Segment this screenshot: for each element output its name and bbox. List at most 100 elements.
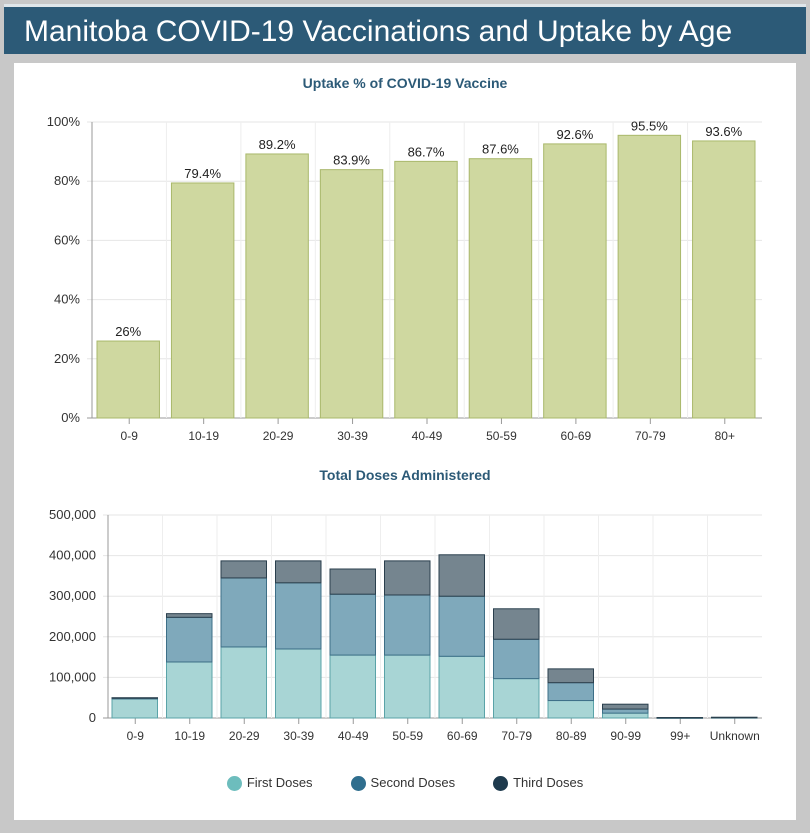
bar-segment-second-doses [711, 716, 758, 719]
bar-segment-second-doses [602, 708, 649, 714]
y-tick-label: 20% [54, 351, 80, 366]
x-tick-label: 40-49 [412, 429, 443, 443]
legend-label: Second Doses [370, 775, 456, 790]
bar-segment-second-doses [547, 682, 594, 702]
bar-10-19 [170, 182, 235, 419]
x-tick-label: 30-39 [283, 729, 314, 743]
legend-dot-icon [350, 776, 366, 792]
x-tick-label: 70-79 [501, 729, 532, 743]
y-tick-label: 40% [54, 292, 80, 307]
data-label: 79.4% [184, 166, 221, 181]
bar-segment-first-doses [711, 717, 758, 719]
bar-segment-third-doses [220, 560, 267, 579]
y-tick-label: 100,000 [49, 669, 96, 684]
bar-segment-second-doses [438, 595, 485, 657]
x-tick-label: 50-59 [486, 429, 517, 443]
y-tick-label: 0 [89, 710, 96, 725]
bar-segment-second-doses [656, 717, 703, 719]
legend: First Doses Second Doses Third Doses [14, 775, 796, 792]
bar-60-69 [543, 143, 607, 419]
x-tick-label: 20-29 [263, 429, 294, 443]
data-label: 89.2% [259, 137, 296, 152]
y-tick-label: 100% [47, 114, 81, 129]
bar-segment-second-doses [275, 582, 322, 650]
legend-item-first[interactable]: First Doses [226, 775, 313, 792]
y-tick-label: 80% [54, 173, 80, 188]
bar-segment-third-doses [166, 613, 213, 618]
bar-segment-second-doses [384, 594, 431, 656]
y-tick-label: 200,000 [49, 629, 96, 644]
bar-80+ [692, 140, 756, 419]
x-tick-label: 60-69 [447, 729, 478, 743]
bar-segment-first-doses [220, 646, 267, 719]
y-tick-label: 400,000 [49, 548, 96, 563]
bar-segment-third-doses [111, 697, 158, 699]
bar-segment-first-doses [656, 717, 703, 719]
x-tick-label: 10-19 [188, 429, 219, 443]
y-tick-label: 60% [54, 232, 80, 247]
bar-segment-first-doses [547, 700, 594, 719]
bar-40-49 [394, 160, 458, 419]
legend-dot-icon [493, 776, 509, 792]
data-label: 92.6% [556, 127, 593, 142]
bar-50-59 [468, 158, 533, 419]
legend-dot-icon [226, 776, 242, 792]
x-tick-label: 80+ [715, 429, 735, 443]
bar-segment-third-doses [656, 717, 703, 719]
x-tick-label: 30-39 [337, 429, 368, 443]
legend-item-second[interactable]: Second Doses [350, 775, 456, 792]
data-label: 26% [115, 324, 141, 339]
y-tick-label: 300,000 [49, 588, 96, 603]
x-tick-label: 20-29 [229, 729, 260, 743]
bar-20-29 [245, 153, 309, 419]
bar-segment-third-doses [329, 568, 376, 595]
bar-segment-first-doses [438, 655, 485, 719]
x-tick-label: 40-49 [338, 729, 369, 743]
legend-label: First Doses [246, 775, 313, 790]
bar-segment-third-doses [711, 716, 758, 719]
bar-segment-second-doses [493, 638, 540, 680]
x-tick-label: 10-19 [174, 729, 205, 743]
bar-segment-second-doses [111, 697, 158, 700]
legend-item-third[interactable]: Third Doses [493, 775, 584, 792]
bar-segment-third-doses [384, 560, 431, 596]
y-tick-label: 500,000 [49, 507, 96, 522]
bar-segment-second-doses [329, 593, 376, 656]
x-tick-label: 70-79 [635, 429, 666, 443]
bar-30-39 [319, 169, 384, 419]
data-label: 87.6% [482, 142, 519, 157]
data-label: 83.9% [333, 153, 370, 168]
bar-segment-second-doses [220, 577, 267, 648]
legend-label: Third Doses [513, 775, 584, 790]
bar-segment-first-doses [602, 712, 649, 719]
bar-segment-first-doses [493, 678, 540, 719]
uptake-chart-title: Uptake % of COVID-19 Vaccine [302, 75, 508, 91]
y-tick-label: 0% [61, 410, 80, 425]
uptake-chart: 0% 20% 40% 60% 80% 100% 0-9 10-19 20-29 30-39 40-4… [47, 114, 762, 443]
doses-chart-title: Total Doses Administered [319, 467, 491, 483]
data-label: 93.6% [705, 124, 742, 139]
x-tick-label: 80-89 [556, 729, 587, 743]
bar-segment-first-doses [111, 698, 158, 719]
page-title: Manitoba COVID-19 Vaccinations and Uptak… [4, 4, 806, 54]
bar-segment-third-doses [438, 554, 485, 597]
x-tick-label: Unknown [710, 729, 760, 743]
bar-segment-first-doses [166, 661, 213, 719]
bar-segment-first-doses [384, 654, 431, 719]
x-tick-label: 0-9 [127, 729, 145, 743]
bar-segment-first-doses [275, 648, 322, 719]
bar-segment-third-doses [275, 560, 322, 584]
bar-segment-second-doses [166, 616, 213, 663]
x-tick-label: 0-9 [121, 429, 139, 443]
bar-segment-third-doses [602, 703, 649, 710]
x-tick-label: 50-59 [392, 729, 423, 743]
data-label: 86.7% [408, 144, 445, 159]
x-tick-label: 90-99 [610, 729, 641, 743]
data-label: 95.5% [631, 118, 668, 133]
bar-segment-third-doses [547, 668, 594, 684]
x-tick-label: 60-69 [561, 429, 592, 443]
bar-segment-third-doses [493, 608, 540, 640]
bar-70-79 [617, 134, 682, 419]
charts-panel: Uptake % of COVID-19 Vaccine Total Doses… [14, 63, 796, 820]
x-tick-label: 99+ [670, 729, 690, 743]
